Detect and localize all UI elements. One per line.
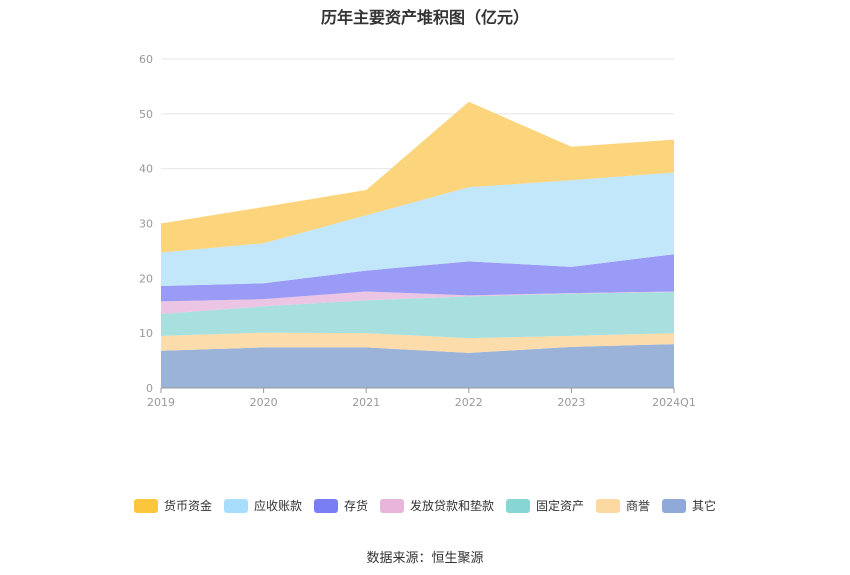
legend-label: 其它 <box>692 499 717 513</box>
x-tick-label: 2021 <box>352 396 380 409</box>
area-series <box>161 101 674 388</box>
legend-swatch <box>662 498 687 513</box>
y-tick-label: 10 <box>139 327 153 340</box>
legend-swatch <box>313 498 338 513</box>
y-tick-label: 40 <box>139 163 153 176</box>
x-tick-label: 2019 <box>147 396 175 409</box>
area-series-其它 <box>161 344 674 388</box>
legend-swatch <box>596 498 621 513</box>
area-series-货币资金 <box>161 101 674 253</box>
axes: 0 10 20 30 40 50 60 2019 2020 2021 2022 2023 2024Q1 <box>139 53 696 409</box>
legend-swatch <box>133 498 158 513</box>
x-tick-label: 2022 <box>455 396 483 409</box>
area-series-发放贷款和垫款 <box>161 291 674 314</box>
stacked-area-chart: 0 10 20 30 40 50 60 2019 2020 2021 2022 2023 2024Q1 <box>139 53 696 409</box>
legend-item[interactable]: 应收账款 <box>223 497 302 514</box>
legend-item[interactable]: 其它 <box>662 497 716 514</box>
legend-label: 发放贷款和垫款 <box>409 499 494 513</box>
legend-label: 固定资产 <box>536 499 585 513</box>
legend-swatch <box>506 498 530 513</box>
legend-label: 货币资金 <box>163 499 212 513</box>
legend-item[interactable]: 固定资产 <box>506 497 584 514</box>
legend-item[interactable]: 货币资金 <box>133 497 212 514</box>
legend-label: 应收账款 <box>253 499 302 513</box>
chart-title: 历年主要资产堆积图（亿元） <box>320 8 529 27</box>
data-source: 数据来源：恒生聚源 <box>366 551 484 566</box>
legend-label: 存货 <box>343 499 368 513</box>
y-tick-label: 20 <box>139 272 153 285</box>
x-tick-label: 2023 <box>557 396 585 409</box>
y-tick-label: 50 <box>139 108 153 121</box>
legend-item[interactable]: 商誉 <box>596 497 650 514</box>
area-series-存货 <box>161 254 674 302</box>
legend-item[interactable]: 存货 <box>313 497 368 514</box>
x-tick-label: 2020 <box>250 396 278 409</box>
chart-legend: 货币资金 应收账款 存货 发放贷款和垫款 固定资产 商誉 其它 <box>0 497 850 514</box>
area-series-固定资产 <box>161 292 674 339</box>
legend-swatch <box>223 498 248 513</box>
legend-label: 商誉 <box>626 499 651 513</box>
legend-item[interactable]: 发放贷款和垫款 <box>379 497 494 514</box>
area-series-应收账款 <box>161 172 674 287</box>
x-tick-label: 2024Q1 <box>652 396 696 409</box>
y-tick-label: 0 <box>146 382 153 395</box>
y-tick-label: 60 <box>139 53 153 66</box>
legend-swatch <box>379 498 404 513</box>
y-tick-label: 30 <box>139 218 153 231</box>
area-series-商誉 <box>161 332 674 353</box>
